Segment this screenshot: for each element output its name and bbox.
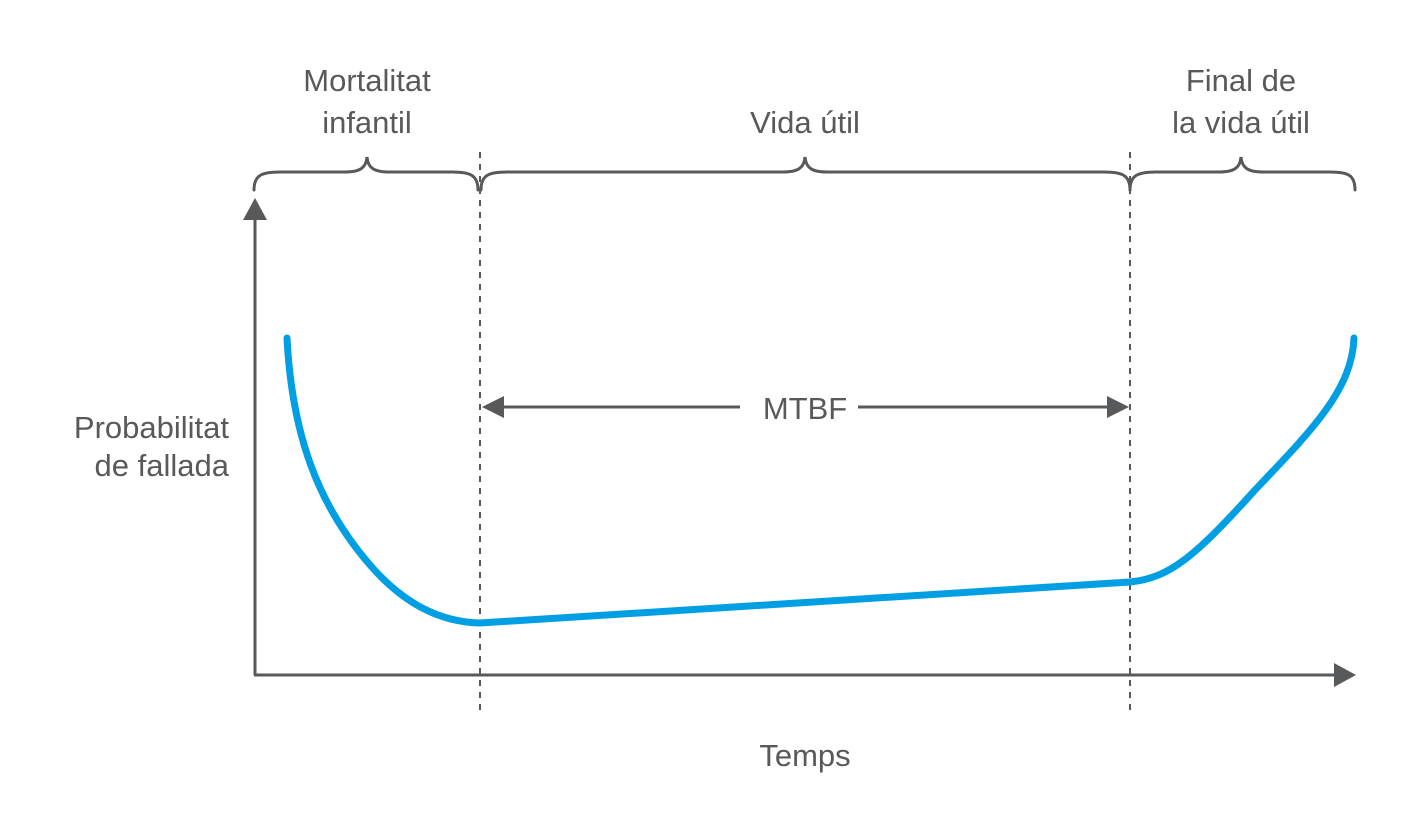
end-of-life-label-line1: Final de: [1186, 63, 1296, 98]
mtbf-arrowhead-right: [1107, 396, 1129, 418]
y-axis-label-line2: de fallada: [95, 448, 230, 483]
infant-mortality-label-line1: Mortalitat: [303, 63, 431, 98]
useful-life-label: Vida útil: [750, 105, 860, 140]
useful-life-brace: [479, 156, 1132, 192]
mtbf-label: MTBF: [763, 391, 847, 426]
end-of-life-brace: [1128, 156, 1357, 192]
failure-probability-curve: [283, 334, 1358, 627]
infant-mortality-label-line2: infantil: [322, 105, 412, 140]
y-axis-label-line1: Probabilitat: [74, 410, 229, 445]
y-axis-arrowhead: [243, 198, 267, 220]
x-axis-arrowhead: [1334, 663, 1356, 687]
infant-mortality-brace: [252, 156, 480, 192]
mtbf-arrowhead-left: [482, 396, 504, 418]
x-axis-label: Temps: [759, 738, 850, 773]
end-of-life-label-line2: la vida útil: [1172, 105, 1310, 140]
